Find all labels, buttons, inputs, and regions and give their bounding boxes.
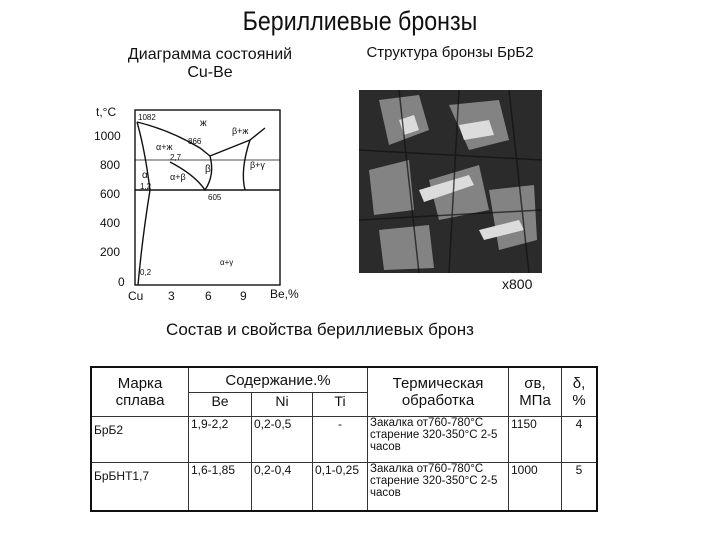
region-alpha-gamma: α+γ: [220, 258, 233, 267]
region-liquid: ж: [200, 118, 207, 129]
header-sigma: σв, МПа: [508, 366, 562, 417]
region-beta-liquid: β+ж: [232, 126, 248, 136]
row1-grade: БрБ2: [90, 416, 189, 463]
row1-sigma: 1150: [508, 416, 562, 463]
diagram-title: Диаграмма состояний Cu-Be: [110, 46, 310, 82]
y-tick-1000: 1000: [94, 129, 121, 143]
y-tick-600: 600: [100, 187, 120, 201]
row2-be: 1,6-1,85: [188, 462, 252, 511]
row1-ti: -: [312, 416, 368, 463]
row2-ti: 0,1-0,25: [312, 462, 368, 511]
header-content: Содержание.%: [188, 366, 368, 393]
beta-gamma-line: [242, 139, 251, 191]
plot-frame: [134, 109, 281, 286]
header-grade: Марка сплава: [90, 366, 189, 417]
header-be: Be: [188, 392, 252, 417]
region-beta-gamma: β+γ: [250, 160, 265, 170]
header-treatment: Термическая обработка: [367, 366, 509, 417]
solvus-line: [136, 121, 151, 286]
point-1082: 1082: [138, 113, 156, 122]
properties-table: Марка сплава Содержание.% Термическая об…: [90, 366, 598, 512]
region-alpha-beta: α+β: [170, 172, 186, 182]
row2-sigma: 1000: [508, 462, 562, 511]
phase-diagram: t,°C 1000 800 600 400 200 0 Cu 3 6 9 Be,…: [94, 105, 299, 303]
row2-delta: 5: [561, 462, 598, 511]
region-alpha: α: [142, 170, 148, 181]
row1-delta: 4: [561, 416, 598, 463]
point-2-7: 2,7: [170, 153, 182, 162]
row2-treatment: Закалка от760-780°С старение 320-350°С 2…: [367, 462, 509, 511]
x-tick-9: 9: [240, 289, 247, 303]
point-605: 605: [208, 193, 222, 202]
point-866: 866: [188, 137, 202, 146]
microstructure-image: [359, 90, 542, 273]
row1-treatment: Закалка от760-780°С старение 320-350°С 2…: [367, 416, 509, 463]
x-tick-3: 3: [168, 289, 175, 303]
table-row: БрБНТ1,7 1,6-1,85 0,2-0,4 0,1-0,25 Закал…: [90, 462, 598, 511]
x-axis-label: Be,%: [270, 287, 299, 301]
y-axis-label: t,°C: [96, 105, 116, 119]
point-1-2: 1,2: [140, 182, 152, 191]
structure-title: Структура бронзы БрБ2: [366, 44, 534, 61]
y-tick-200: 200: [100, 245, 120, 259]
y-tick-0: 0: [118, 275, 125, 289]
liquidus-line: [136, 121, 211, 157]
row2-grade: БрБНТ1,7: [90, 462, 189, 511]
header-delta: δ, %: [561, 366, 598, 417]
row2-ni: 0,2-0,4: [251, 462, 313, 511]
diagram-title-line2: Cu-Be: [187, 64, 233, 81]
beta-boundary: [169, 155, 213, 192]
region-beta: β: [205, 164, 211, 175]
page-title: Бериллиевые бронзы: [242, 6, 478, 36]
table-row: БрБ2 1,9-2,2 0,2-0,5 - Закалка от760-780…: [90, 416, 598, 463]
row1-be: 1,9-2,2: [188, 416, 252, 463]
header-ni: Ni: [251, 392, 313, 417]
table-title: Состав и свойства бериллиевых бронз: [166, 320, 474, 339]
magnification-label: x800: [502, 276, 533, 292]
row1-ni: 0,2-0,5: [251, 416, 313, 463]
point-0-2: 0,2: [140, 268, 152, 277]
x-tick-6: 6: [205, 289, 212, 303]
diagram-title-line1: Диаграмма состояний: [127, 46, 293, 63]
y-tick-800: 800: [100, 158, 120, 172]
region-alpha-liquid: α+ж: [156, 142, 172, 152]
y-tick-400: 400: [100, 216, 120, 230]
x-tick-cu: Cu: [128, 289, 143, 303]
header-ti: Ti: [312, 392, 368, 417]
